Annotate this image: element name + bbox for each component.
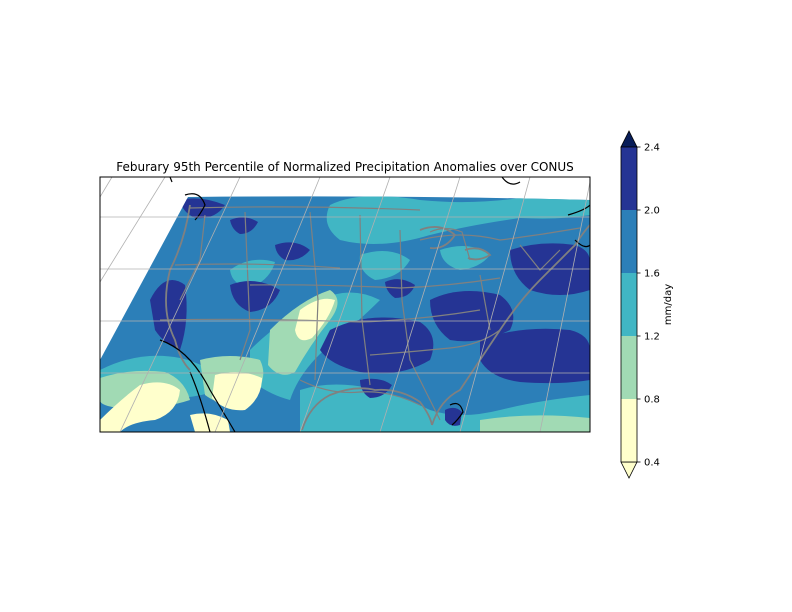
- state-borders: [159, 206, 581, 421]
- field-band-0.4-0.8: [100, 298, 335, 432]
- colorbar-segment: [621, 399, 637, 462]
- colorbar-segment: [621, 336, 637, 399]
- colorbar-label: mm/day: [663, 284, 674, 325]
- gridline-lon: [459, 177, 531, 432]
- gridline-lon: [379, 177, 461, 432]
- colorbar-tick-label: 1.2: [644, 332, 660, 343]
- colorbar-segment: [621, 210, 637, 273]
- map-axes: [100, 177, 590, 432]
- colorbar-extend-low: [620, 461, 638, 479]
- colorbar-tick-label: 0.8: [644, 395, 660, 406]
- colorbar-frame: [620, 146, 638, 463]
- colorbar: 0.4 0.8 1.2 1.6 2.0 2.4 mm/day: [620, 130, 674, 479]
- gridline-lon: [214, 177, 321, 432]
- colorbar-tick-label: 2.4: [644, 143, 660, 154]
- colorbar-extend-high: [620, 130, 638, 148]
- gridline-lon: [119, 177, 241, 432]
- colorbar-segment: [621, 273, 637, 336]
- precipitation-field: [100, 196, 590, 432]
- gridline-lon: [100, 177, 166, 283]
- colorbar-segment: [621, 147, 637, 210]
- map-title: Feburary 95th Percentile of Normalized P…: [116, 160, 574, 174]
- gridlines: [100, 177, 590, 432]
- gridline-lon: [299, 177, 391, 432]
- country-border: [159, 339, 236, 432]
- colorbar-tick-label: 0.4: [644, 458, 660, 469]
- gridline-lon: [100, 177, 113, 198]
- gridline-lon: [539, 181, 590, 432]
- coastline: [165, 204, 590, 431]
- colorbar-tick-label: 1.6: [644, 269, 660, 280]
- colorbar-tick-label: 2.0: [644, 206, 660, 217]
- map-frame: [99, 176, 591, 433]
